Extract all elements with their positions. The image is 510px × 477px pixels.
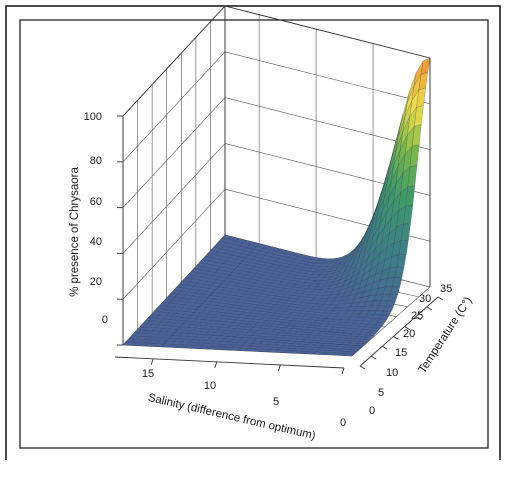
- y-axis-ticks: 0 5 10 15 20 25 30 35: [369, 283, 452, 417]
- x-axis-ticks: 15 10 5 0: [142, 368, 346, 429]
- x-tick-label: 5: [273, 396, 279, 408]
- grid-line: [122, 143, 226, 254]
- box-edge: [224, 5, 431, 59]
- x-tick-label: 15: [142, 368, 154, 380]
- y-tick-label: 20: [403, 328, 415, 340]
- y-tick-label: 30: [419, 293, 431, 305]
- grid-line: [122, 188, 226, 300]
- z-tick-label: 100: [84, 111, 102, 123]
- surface-cell: [343, 353, 355, 357]
- surface-cell: [420, 57, 431, 75]
- y-axis-line: [359, 296, 439, 367]
- x-axis-label: Salinity (difference from optimum): [147, 392, 317, 442]
- y-tick-mark: [382, 345, 388, 350]
- y-tick-mark: [393, 336, 399, 340]
- y-tick-label: 25: [411, 310, 423, 322]
- grid-line: [122, 51, 226, 163]
- z-tick-label: 0: [102, 314, 108, 326]
- surface-plot: [122, 57, 431, 357]
- x-tick-label: 0: [340, 417, 346, 429]
- chart-box: [19, 19, 489, 449]
- x-axis-line: [114, 356, 345, 369]
- y-tick-label: 10: [386, 367, 398, 379]
- z-axis-ticks: 100 80 60 40 20 0: [84, 111, 108, 326]
- grid-line: [351, 286, 431, 357]
- y-tick-mark: [437, 296, 444, 301]
- y-tick-label: 5: [378, 387, 384, 399]
- x-tick-mark: [341, 367, 345, 375]
- grid-line: [122, 97, 226, 208]
- grid-line: [224, 51, 431, 105]
- y-tick-label: 15: [395, 347, 407, 359]
- x-tick-mark: [277, 364, 281, 372]
- outer-border: [5, 5, 501, 460]
- z-tick-label: 20: [90, 276, 102, 288]
- y-tick-mark: [359, 365, 366, 370]
- y-tick-mark: [426, 306, 433, 311]
- z-tick-label: 40: [90, 236, 102, 248]
- z-tick-label: 80: [90, 155, 102, 167]
- x-tick-label: 10: [204, 380, 216, 392]
- z-axis-label: % presence of Chrysaora: [69, 167, 81, 297]
- x-tick-mark: [150, 358, 154, 365]
- y-tick-label: 35: [440, 283, 452, 295]
- y-axis-label: Temperature (C°): [416, 295, 474, 376]
- x-tick-mark: [214, 361, 218, 369]
- z-tick-label: 60: [90, 196, 102, 208]
- y-tick-mark: [370, 355, 377, 360]
- y-tick-mark: [404, 326, 410, 330]
- y-tick-mark: [415, 316, 421, 321]
- box-edges: [114, 5, 444, 375]
- box-edge: [122, 5, 226, 117]
- y-tick-label: 0: [369, 405, 375, 417]
